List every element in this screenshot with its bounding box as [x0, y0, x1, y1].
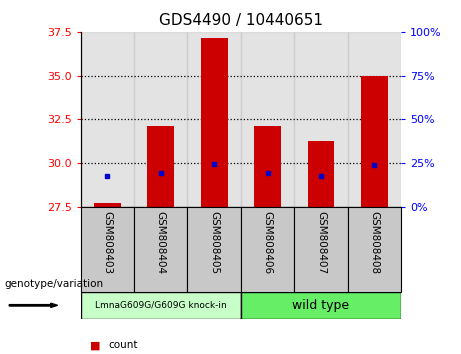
- Text: GSM808405: GSM808405: [209, 211, 219, 274]
- Bar: [241, 207, 294, 292]
- Bar: [254, 126, 281, 207]
- Text: genotype/variation: genotype/variation: [5, 279, 104, 289]
- Bar: [241, 32, 294, 207]
- Bar: [294, 207, 348, 292]
- Bar: [94, 203, 121, 207]
- Bar: [348, 32, 401, 207]
- Bar: [81, 292, 241, 319]
- Bar: [188, 32, 241, 207]
- Title: GDS4490 / 10440651: GDS4490 / 10440651: [159, 13, 323, 28]
- Text: GSM808408: GSM808408: [369, 211, 379, 274]
- Bar: [81, 207, 134, 292]
- Text: wild type: wild type: [292, 299, 349, 312]
- Bar: [241, 292, 401, 319]
- Bar: [361, 76, 388, 207]
- Text: LmnaG609G/G609G knock-in: LmnaG609G/G609G knock-in: [95, 301, 227, 310]
- Bar: [148, 126, 174, 207]
- Text: GSM808407: GSM808407: [316, 211, 326, 274]
- Bar: [188, 207, 241, 292]
- Bar: [294, 32, 348, 207]
- Bar: [201, 38, 228, 207]
- Text: GSM808404: GSM808404: [156, 211, 166, 274]
- Bar: [134, 32, 188, 207]
- Text: GSM808403: GSM808403: [102, 211, 112, 274]
- Text: GSM808406: GSM808406: [263, 211, 272, 274]
- Text: count: count: [108, 340, 138, 350]
- Bar: [134, 207, 188, 292]
- Text: ■: ■: [90, 340, 100, 350]
- Bar: [348, 207, 401, 292]
- Bar: [307, 141, 334, 207]
- Bar: [81, 32, 134, 207]
